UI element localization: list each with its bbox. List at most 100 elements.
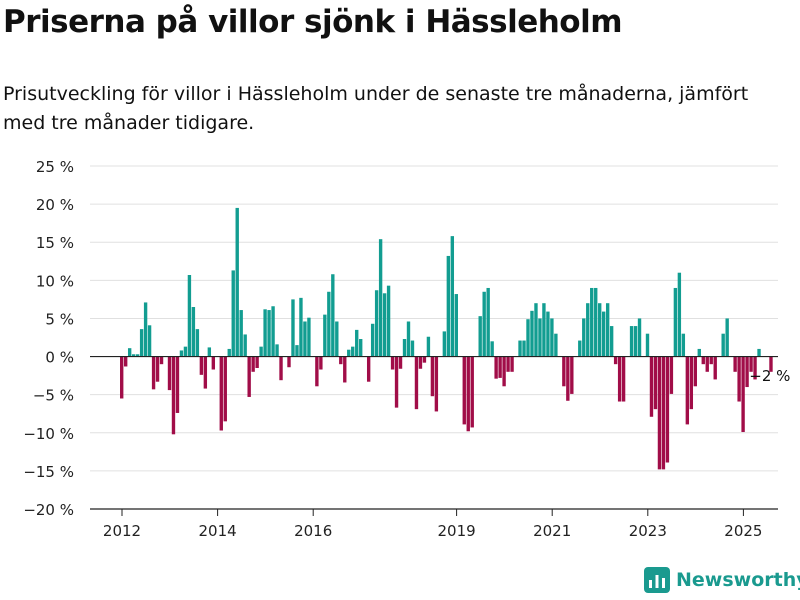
- bar: [339, 356, 343, 365]
- bar: [203, 356, 208, 389]
- y-tick-label: 10 %: [36, 272, 74, 290]
- bar: [287, 356, 291, 368]
- bar: [769, 356, 773, 372]
- bar: [657, 356, 662, 470]
- bar: [617, 356, 622, 402]
- bar: [538, 318, 542, 357]
- bar: [151, 356, 156, 390]
- bar: [227, 348, 231, 357]
- bar: [191, 307, 196, 357]
- x-tick-label: 2016: [294, 522, 332, 540]
- bar: [295, 345, 299, 357]
- y-tick-label: 15 %: [36, 234, 74, 252]
- bar: [534, 303, 538, 357]
- bar: [410, 340, 415, 357]
- bar: [693, 356, 697, 387]
- bar: [303, 321, 307, 357]
- x-tick-label: 2014: [199, 522, 237, 540]
- bar: [482, 291, 486, 357]
- bar: [466, 356, 470, 432]
- bar: [247, 356, 251, 397]
- bar: [231, 270, 235, 357]
- bar: [187, 275, 192, 357]
- bar: [139, 329, 144, 357]
- bar: [566, 356, 570, 401]
- y-tick-label: −10 %: [23, 425, 74, 443]
- y-tick-label: 5 %: [45, 310, 74, 328]
- bar: [351, 346, 355, 357]
- bar: [546, 311, 550, 357]
- bar: [223, 356, 227, 422]
- bar: [673, 287, 678, 357]
- bar: [601, 311, 606, 357]
- x-tick-label: 2021: [533, 522, 571, 540]
- x-axis: 2012 2014 2016 2019 2021 2023 2025: [90, 355, 778, 540]
- bar: [522, 340, 526, 357]
- chart-title: Priserna på villor sjönk i Hässleholm: [3, 4, 623, 40]
- last-value-label: −2 %: [749, 367, 790, 385]
- bar: [414, 356, 419, 410]
- bar-chart-logo-icon: [644, 567, 670, 593]
- y-tick-label: −5 %: [33, 387, 74, 405]
- bar: [681, 333, 686, 357]
- bar: [171, 356, 176, 435]
- bar: [382, 293, 387, 357]
- bar: [120, 356, 124, 399]
- annotations: −2 %: [749, 367, 790, 385]
- bar: [323, 314, 327, 357]
- bar: [645, 333, 650, 357]
- bar: [518, 340, 522, 357]
- bar: [442, 331, 447, 357]
- bar: [398, 356, 403, 369]
- bar-chart: 25 % 20 % 15 % 10 % 5 % 0 % −5 % −10 % −15 % −20 …: [23, 158, 790, 540]
- bar: [741, 356, 745, 433]
- bar: [147, 325, 152, 357]
- bar: [207, 347, 212, 357]
- bar: [661, 356, 666, 470]
- bar: [331, 274, 335, 357]
- x-tick-label: 2025: [724, 522, 762, 540]
- bar: [454, 294, 458, 357]
- x-tick-label: 2012: [103, 522, 141, 540]
- bar: [335, 321, 339, 357]
- bar: [327, 291, 331, 357]
- y-tick-label: 20 %: [36, 196, 74, 214]
- bar: [235, 207, 239, 357]
- bar: [502, 356, 506, 387]
- bar: [275, 344, 279, 357]
- bar: [291, 299, 295, 357]
- bar: [697, 348, 701, 357]
- bar: [394, 356, 399, 408]
- bar: [175, 356, 180, 413]
- bar: [263, 309, 267, 357]
- bar: [370, 323, 375, 357]
- bars: [120, 207, 773, 470]
- bar: [183, 346, 188, 357]
- bar: [590, 287, 594, 357]
- bar: [689, 356, 694, 410]
- chart-subtitle: Prisutveckling för villor i Hässleholm u…: [3, 83, 749, 134]
- bar: [609, 326, 614, 357]
- bar: [406, 321, 411, 357]
- bar: [510, 356, 514, 372]
- bar: [554, 333, 558, 357]
- bar: [390, 356, 395, 370]
- bar: [653, 356, 658, 410]
- bar: [386, 285, 391, 357]
- bar: [211, 356, 216, 370]
- bar: [430, 356, 435, 397]
- bar: [255, 356, 259, 368]
- bar: [127, 348, 132, 357]
- bar: [586, 303, 590, 357]
- bar: [594, 287, 598, 357]
- bar: [299, 297, 303, 357]
- bar: [498, 356, 502, 378]
- y-axis: 25 % 20 % 15 % 10 % 5 % 0 % −5 % −10 % −15 % −20 …: [23, 158, 74, 519]
- bar: [251, 356, 255, 372]
- bar: [486, 287, 490, 357]
- bar: [155, 356, 160, 382]
- bar: [685, 356, 690, 425]
- bar: [462, 356, 466, 425]
- bar: [378, 239, 383, 357]
- bar: [167, 356, 172, 391]
